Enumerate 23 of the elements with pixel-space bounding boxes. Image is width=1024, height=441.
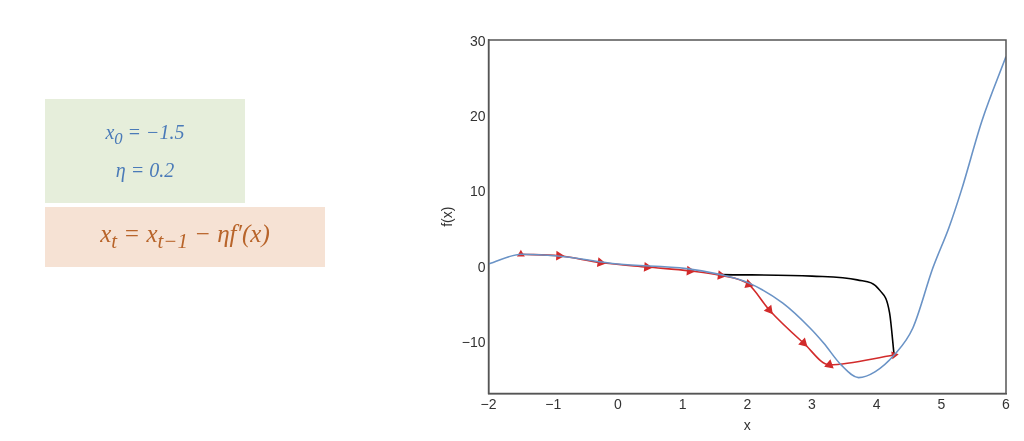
x-tick-label: 5 bbox=[937, 395, 946, 412]
point bbox=[824, 360, 834, 369]
y-tick-label: 30 bbox=[469, 33, 486, 50]
x-tick-label: −1 bbox=[545, 395, 562, 412]
text: η = 0.2 bbox=[115, 158, 175, 182]
text: x$_{t}$ = x$_{t−1}$ − ηf′(x) bbox=[100, 220, 270, 254]
line-series bbox=[488, 55, 1006, 379]
y-tick-label: 20 bbox=[469, 108, 486, 125]
x-tick-label: 6 bbox=[1002, 395, 1011, 412]
x-tick-label: 0 bbox=[614, 395, 623, 412]
x-tick-label: −2 bbox=[480, 395, 497, 412]
y-tick-label: 0 bbox=[477, 258, 486, 275]
y-axis-title: f(x) bbox=[439, 206, 456, 227]
text: x$_{0}$ = −1.5 bbox=[105, 120, 185, 149]
point bbox=[764, 305, 773, 314]
y-tick-label: 10 bbox=[469, 183, 486, 200]
x-tick-label: 1 bbox=[678, 395, 687, 412]
x-tick-label: 2 bbox=[743, 395, 752, 412]
y-tick-label: −10 bbox=[461, 333, 486, 350]
x-tick-label: 3 bbox=[808, 395, 817, 412]
x-axis-title: x bbox=[743, 417, 751, 434]
x-tick-label: 4 bbox=[872, 395, 881, 412]
point bbox=[798, 338, 808, 347]
